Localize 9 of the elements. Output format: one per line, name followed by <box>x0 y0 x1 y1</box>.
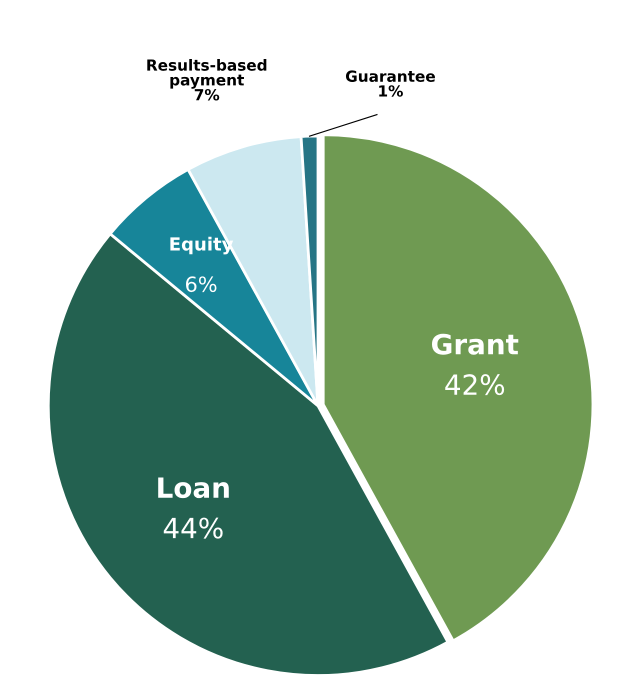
data-label: 1% <box>379 85 403 97</box>
slice-label: Grant <box>432 334 518 355</box>
data-label: 42% <box>445 374 504 396</box>
slice-label: Loan <box>158 477 229 498</box>
data-label: 7% <box>194 88 220 101</box>
data-label: 6% <box>186 276 216 292</box>
slice-label: Results-based payment <box>147 59 266 89</box>
slice-label: Guarantee <box>346 70 435 82</box>
data-label: 44% <box>164 518 223 539</box>
